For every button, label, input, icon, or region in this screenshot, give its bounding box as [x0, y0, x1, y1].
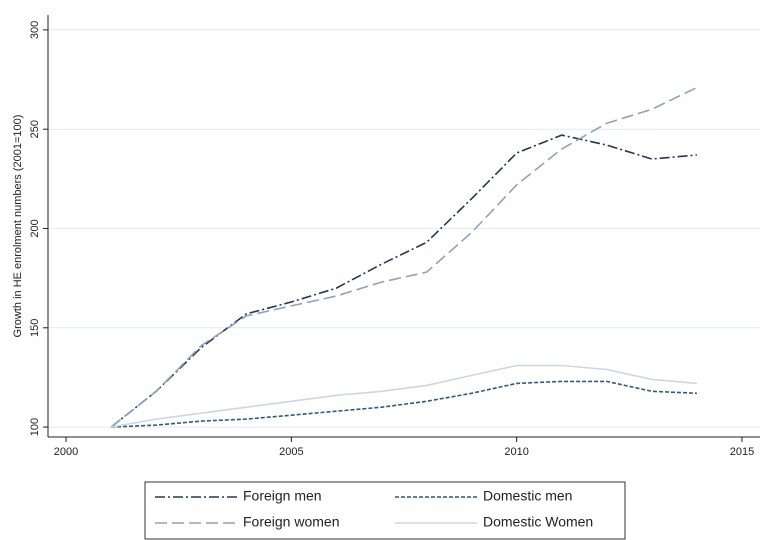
legend-label: Domestic Women	[483, 514, 593, 530]
y-axis-label: Growth in HE enrolment numbers (2001=100…	[12, 115, 24, 338]
legend-box	[144, 481, 626, 540]
y-tick-label: 250	[29, 120, 41, 138]
legend-label: Foreign women	[243, 514, 340, 530]
x-tick-label: 2000	[54, 446, 78, 458]
x-tick-label: 2010	[504, 446, 528, 458]
legend-label: Domestic men	[483, 488, 572, 504]
y-tick-label: 300	[29, 21, 41, 39]
y-tick-label: 150	[29, 319, 41, 337]
legend-label: Foreign men	[243, 488, 322, 504]
series-line	[110, 86, 698, 428]
x-tick-label: 2015	[730, 446, 754, 458]
series-line	[110, 134, 697, 428]
series-line	[110, 364, 697, 428]
y-tick-label: 100	[29, 418, 41, 436]
y-tick-label: 200	[29, 219, 41, 237]
series-line	[111, 380, 697, 428]
x-tick-label: 2005	[279, 446, 303, 458]
